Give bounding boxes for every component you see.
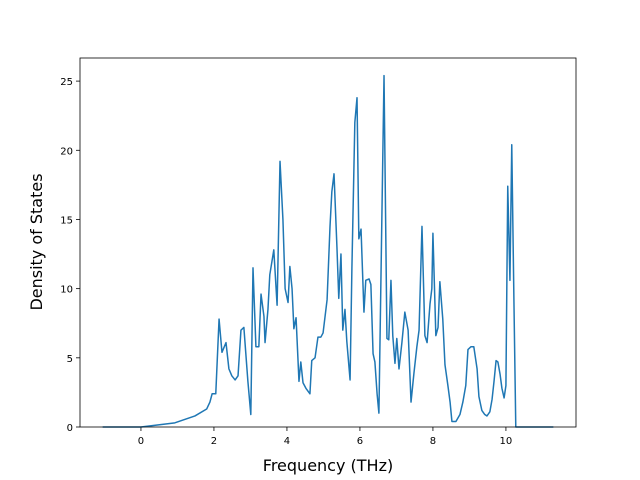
y-axis-label: Density of States [27, 173, 46, 310]
plot-frame [79, 57, 577, 428]
y-tick-label: 25 [60, 77, 73, 88]
line [102, 74, 554, 428]
y-tick-label: 10 [60, 285, 73, 296]
x-axis-label: Frequency (THz) [263, 456, 393, 475]
y-tick-label: 15 [60, 215, 73, 226]
x-tick-label: 6 [357, 436, 363, 447]
y-tick-label: 20 [60, 146, 73, 157]
x-tick-label: 0 [138, 436, 144, 447]
x-tick-label: 8 [430, 436, 436, 447]
x-tick-label: 4 [284, 436, 290, 447]
y-tick-label: 5 [67, 354, 73, 365]
y-tick-label: 0 [67, 423, 73, 434]
x-tick-label: 10 [500, 436, 513, 447]
x-tick-label: 2 [211, 436, 217, 447]
